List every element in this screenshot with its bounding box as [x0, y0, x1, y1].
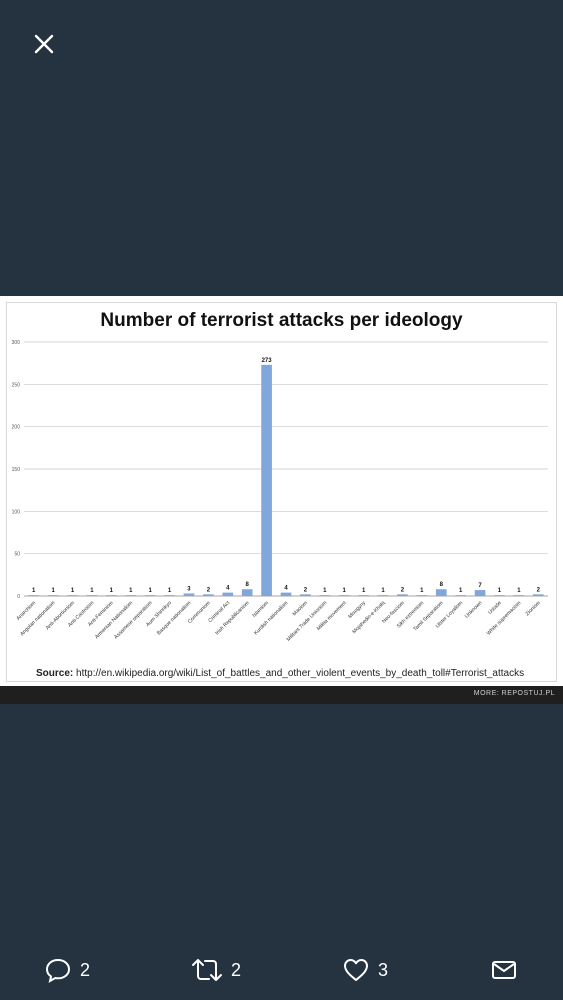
y-tick-label: 0 — [17, 594, 20, 600]
close-icon — [34, 34, 54, 54]
data-label: 1 — [362, 588, 366, 594]
data-label: 1 — [32, 588, 36, 594]
data-label: 4 — [284, 586, 288, 592]
bar — [532, 594, 544, 596]
y-tick-label: 250 — [12, 382, 21, 388]
data-label: 2 — [401, 587, 405, 593]
bar — [416, 595, 428, 596]
media-image[interactable]: Number of terrorist attacks per ideology… — [0, 296, 563, 704]
bar — [397, 594, 408, 596]
x-tick-label: Kurdish nationalism — [253, 600, 289, 636]
retweet-button[interactable]: 2 — [191, 950, 241, 990]
x-tick-label: Zionism — [525, 600, 542, 617]
mail-icon — [492, 961, 516, 979]
bar — [377, 595, 389, 596]
bar — [435, 589, 447, 596]
bar — [164, 595, 175, 596]
chart-title: Number of terrorist attacks per ideology — [100, 310, 463, 331]
bar — [358, 595, 369, 596]
bar — [125, 595, 137, 596]
bar — [455, 595, 467, 596]
bar — [494, 595, 505, 596]
share-button[interactable] — [490, 950, 518, 990]
x-tick-label: Basque nationalism — [156, 600, 192, 636]
bar — [261, 364, 272, 596]
bar — [47, 595, 59, 596]
source-label: Source: — [36, 668, 74, 679]
data-label: 8 — [440, 582, 444, 588]
x-tick-label: Maoism — [292, 600, 309, 617]
chart-frame — [6, 302, 557, 682]
data-label: 1 — [323, 588, 327, 594]
x-tick-label: Irish Republicanism — [214, 600, 250, 636]
retweet-count: 2 — [231, 959, 242, 980]
data-label: 7 — [478, 583, 482, 589]
action-bar: 2 2 3 — [0, 950, 563, 990]
data-label: 1 — [381, 588, 385, 594]
bar — [144, 595, 156, 596]
x-tick-label: Islamism — [251, 600, 270, 619]
data-label: 1 — [168, 588, 172, 594]
bar — [513, 595, 525, 596]
x-tick-label: Angolan nationalism — [19, 600, 56, 637]
source-url: http://en.wikipedia.org/wiki/List_of_bat… — [76, 668, 525, 679]
like-count: 3 — [378, 959, 389, 980]
close-button[interactable] — [28, 28, 60, 60]
like-button[interactable]: 3 — [342, 950, 388, 990]
data-label: 1 — [110, 588, 114, 594]
reply-button[interactable]: 2 — [44, 950, 90, 990]
y-tick-label: 200 — [12, 425, 21, 431]
bar — [86, 595, 98, 596]
data-label: 1 — [90, 588, 94, 594]
data-label: 1 — [420, 588, 424, 594]
data-label: 1 — [498, 588, 502, 594]
data-label: 1 — [459, 588, 463, 594]
y-tick-label: 50 — [14, 552, 20, 558]
data-label: 3 — [187, 586, 191, 592]
bar — [338, 595, 350, 596]
data-label: 2 — [304, 587, 308, 593]
data-label: 2 — [207, 587, 211, 593]
reply-count: 2 — [80, 959, 91, 980]
retweet-icon — [192, 959, 222, 981]
y-tick-label: 150 — [12, 467, 21, 473]
data-label: 1 — [71, 588, 75, 594]
data-label: 8 — [246, 582, 250, 588]
bar — [241, 589, 253, 596]
data-label: 1 — [343, 588, 347, 594]
chart-source: Source: http://en.wikipedia.org/wiki/Lis… — [36, 668, 524, 679]
data-label: 1 — [129, 588, 133, 594]
bar — [105, 595, 117, 596]
x-tick-label: Unknown — [464, 600, 484, 620]
bar — [28, 595, 40, 596]
reply-icon — [45, 958, 71, 983]
x-tick-label: Ustaše — [487, 600, 503, 616]
bar — [280, 592, 292, 596]
data-label: 1 — [517, 588, 521, 594]
bar — [319, 595, 331, 596]
bar — [67, 595, 78, 596]
data-label: 1 — [148, 588, 152, 594]
bar — [474, 590, 486, 596]
y-tick-label: 300 — [12, 340, 21, 346]
x-tick-label: White supremacism — [486, 600, 522, 636]
bar — [222, 592, 234, 596]
bar — [300, 594, 311, 596]
watermark-bar: MORE: REPOSTUJ.PL — [0, 686, 563, 704]
data-label: 273 — [262, 358, 273, 364]
data-label: 2 — [537, 587, 541, 593]
data-label: 4 — [226, 586, 230, 592]
bar — [183, 593, 195, 596]
heart-icon — [344, 959, 368, 981]
y-tick-label: 100 — [12, 509, 21, 515]
bar — [203, 594, 214, 596]
data-label: 1 — [51, 588, 55, 594]
watermark: MORE: REPOSTUJ.PL — [473, 690, 555, 697]
